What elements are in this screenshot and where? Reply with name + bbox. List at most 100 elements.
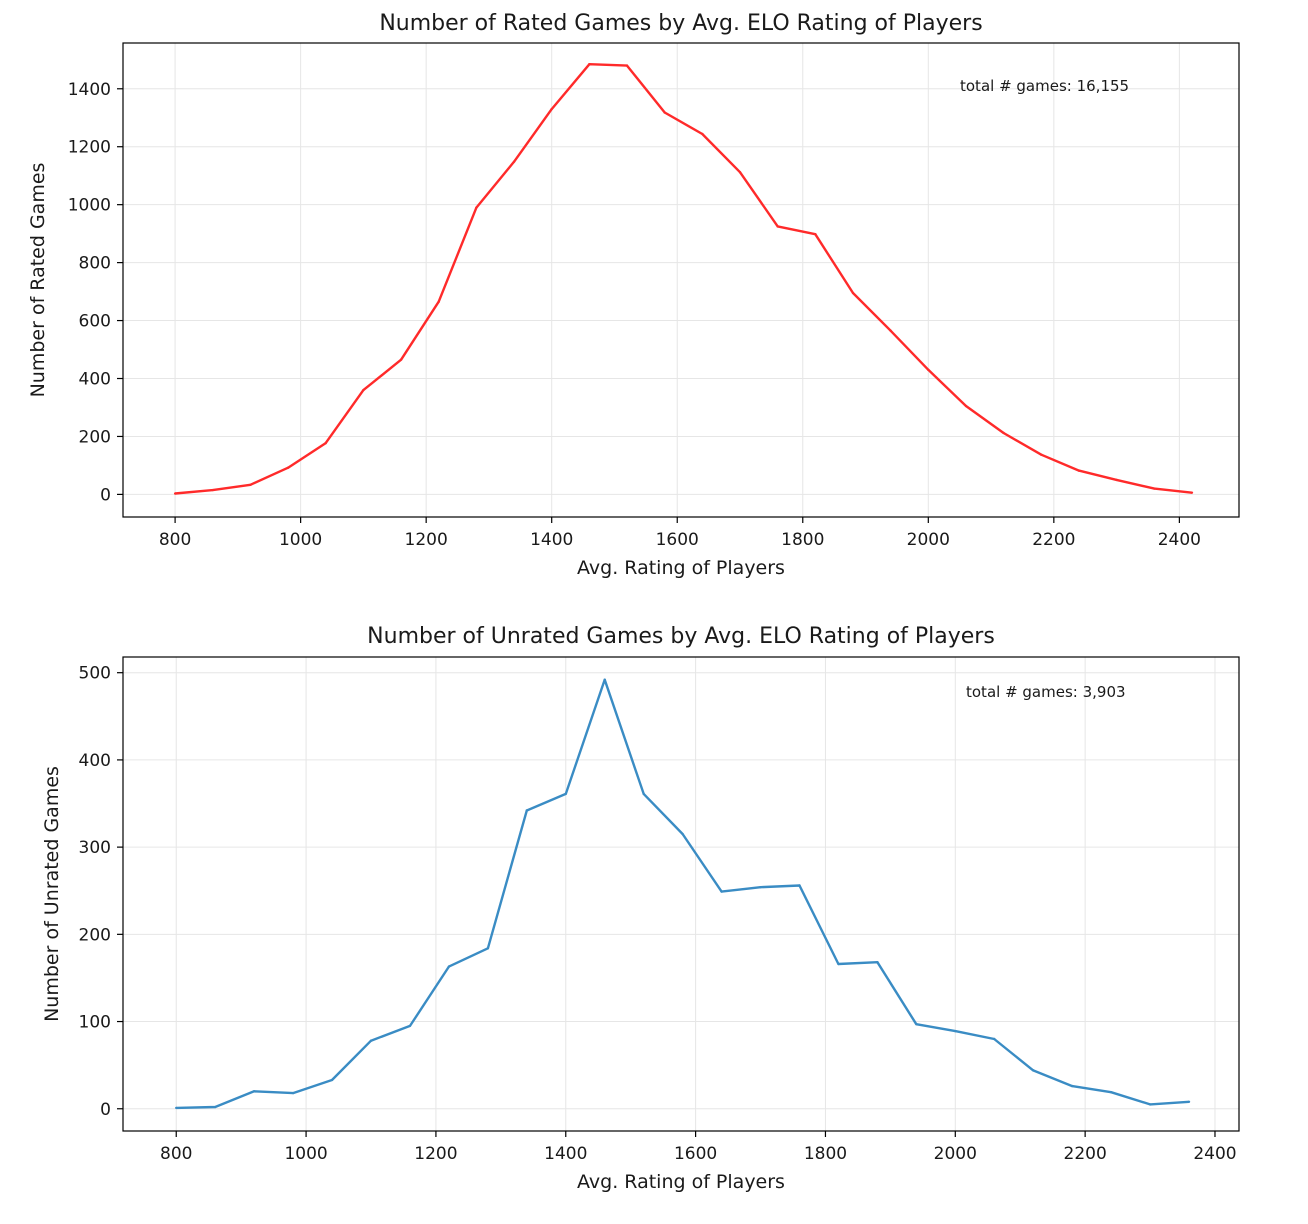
x-tick-label: 2000 — [934, 1144, 977, 1164]
data-point — [889, 329, 892, 332]
y-tick-label: 1400 — [68, 80, 111, 100]
x-tick-label: 800 — [159, 530, 191, 550]
data-point — [1109, 1090, 1113, 1094]
data-point — [408, 1024, 412, 1028]
data-point — [486, 947, 490, 950]
data-point — [286, 466, 290, 469]
x-tick-label: 1200 — [405, 530, 448, 550]
data-point — [759, 886, 762, 889]
data-point — [814, 233, 817, 236]
data-point — [603, 678, 606, 681]
x-tick-label: 1200 — [414, 1144, 457, 1164]
data-point — [362, 388, 365, 392]
data-point — [512, 160, 516, 163]
data-point — [851, 291, 855, 295]
chart-title: Number of Unrated Games by Avg. ELO Rati… — [367, 624, 995, 649]
data-point — [1115, 478, 1118, 482]
total-games-annotation: total # games: 16,155 — [960, 77, 1129, 95]
data-point — [1002, 431, 1005, 435]
chart-unrated-games: Number of Unrated Games by Avg. ELO Rati… — [41, 624, 1240, 1193]
data-point — [475, 206, 478, 209]
x-ticks: 800 1000 1200 1400 1600 1800 2000 2200 2400 — [159, 517, 1201, 550]
data-point — [550, 107, 553, 111]
data-point — [738, 171, 742, 174]
y-tick-label: 1200 — [68, 138, 111, 158]
x-tick-label: 1800 — [804, 1144, 847, 1164]
data-point — [1031, 1069, 1035, 1072]
y-tick-label: 400 — [79, 370, 111, 390]
data-point — [173, 492, 177, 495]
data-point — [681, 832, 684, 836]
y-axis-label: Number of Unrated Games — [41, 766, 63, 1022]
data-point — [175, 1106, 178, 1110]
x-tick-label: 2200 — [1032, 530, 1075, 550]
series-line-unrated — [176, 678, 1190, 1110]
x-tick-label: 1400 — [544, 1144, 587, 1164]
data-point — [252, 1090, 256, 1093]
x-tick-label: 1000 — [284, 1144, 327, 1164]
data-point — [324, 441, 327, 445]
x-ticks: 800 1000 1200 1400 1600 1800 2000 2200 2400 — [160, 1131, 1237, 1164]
data-point — [993, 1037, 996, 1041]
y-ticks: 0 100 200 300 400 500 — [79, 664, 123, 1120]
data-point — [1148, 1103, 1152, 1106]
data-point — [1070, 1084, 1074, 1088]
data-point — [588, 62, 591, 66]
data-point — [964, 404, 968, 408]
data-point — [437, 300, 440, 303]
grid-lines — [123, 43, 1239, 517]
data-point — [1190, 491, 1194, 494]
data-point — [954, 1029, 957, 1033]
data-point — [625, 64, 629, 67]
x-tick-label: 1000 — [279, 530, 322, 550]
data-point — [330, 1078, 334, 1082]
x-tick-label: 2000 — [907, 530, 950, 550]
total-games-annotation: total # games: 3,903 — [966, 683, 1126, 701]
y-ticks: 0 200 400 600 800 1000 1200 1400 — [68, 80, 123, 505]
data-point — [837, 962, 840, 966]
series-line-rated — [174, 62, 1193, 495]
grid-lines — [123, 657, 1239, 1131]
data-point — [1153, 487, 1156, 490]
y-tick-label: 400 — [79, 751, 111, 771]
x-axis-label: Avg. Rating of Players — [577, 1171, 785, 1193]
x-axis-label: Avg. Rating of Players — [577, 557, 785, 579]
x-tick-label: 800 — [160, 1144, 192, 1164]
data-point — [701, 132, 704, 136]
chart-title: Number of Rated Games by Avg. ELO Rating… — [379, 11, 982, 36]
data-point — [776, 225, 779, 228]
plot-frame — [122, 42, 1240, 518]
y-tick-label: 100 — [79, 1013, 111, 1033]
data-point — [249, 483, 252, 487]
x-tick-label: 1400 — [530, 530, 573, 550]
data-points — [173, 62, 1194, 495]
x-tick-label: 2400 — [1158, 530, 1201, 550]
y-axis-label: Number of Rated Games — [27, 163, 49, 398]
y-tick-label: 300 — [79, 838, 111, 858]
data-point — [399, 358, 403, 361]
x-tick-label: 2400 — [1193, 1144, 1236, 1164]
data-point — [798, 884, 801, 887]
data-point — [291, 1091, 295, 1095]
data-point — [663, 111, 666, 114]
y-tick-label: 0 — [100, 1100, 111, 1120]
y-tick-label: 800 — [79, 254, 111, 274]
data-point — [720, 890, 723, 893]
data-point — [915, 1022, 918, 1026]
data-point — [525, 809, 529, 812]
data-point — [564, 792, 567, 796]
y-tick-label: 200 — [79, 427, 111, 447]
x-tick-label: 1800 — [781, 530, 824, 550]
y-tick-label: 0 — [100, 485, 111, 505]
y-tick-label: 200 — [79, 925, 111, 945]
x-tick-label: 1600 — [656, 530, 699, 550]
data-point — [1187, 1100, 1191, 1103]
data-point — [642, 792, 645, 796]
y-tick-label: 1000 — [68, 196, 111, 216]
x-tick-label: 2200 — [1064, 1144, 1107, 1164]
data-point — [1077, 469, 1081, 472]
data-point — [927, 368, 930, 372]
data-point — [213, 1105, 217, 1109]
y-tick-label: 600 — [79, 312, 111, 332]
